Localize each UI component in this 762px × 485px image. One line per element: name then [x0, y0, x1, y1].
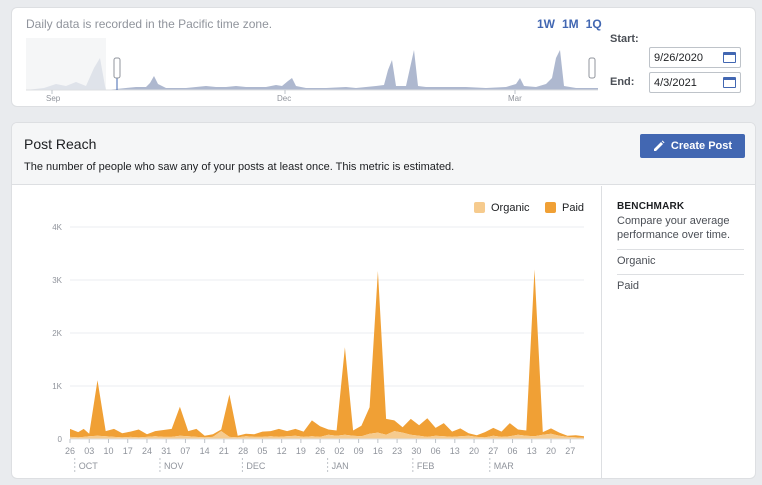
benchmark-item-paid[interactable]: Paid	[617, 280, 640, 292]
x-tick-label: 13	[527, 446, 537, 456]
x-tick-label: 26	[315, 446, 325, 456]
overview-timeline[interactable]: Sep Dec Mar	[26, 38, 598, 103]
post-reach-chart: 0 1K 2K 3K 4K 26 03 10 17 24 31 07 14 21 28 05 12 19 26 02 0…	[52, 202, 584, 473]
range-button-1w[interactable]: 1W	[537, 17, 555, 31]
legend-swatch-organic	[474, 202, 485, 213]
create-post-label: Create Post	[670, 140, 733, 152]
post-reach-header: Post Reach The number of people who saw …	[12, 123, 755, 185]
benchmark-item-organic[interactable]: Organic	[617, 255, 656, 267]
month-label: OCT	[79, 461, 99, 471]
benchmark-title: BENCHMARK	[617, 201, 685, 212]
pencil-icon	[653, 140, 665, 151]
x-tick-label: 19	[296, 446, 306, 456]
timeline-unselected-area	[26, 58, 106, 90]
post-reach-title: Post Reach	[24, 136, 97, 152]
timeline-end-handle[interactable]	[588, 57, 596, 79]
benchmark-divider	[617, 274, 744, 275]
y-tick-label: 4K	[52, 223, 62, 232]
series-area-paid	[70, 269, 584, 438]
x-tick-label: 21	[219, 446, 229, 456]
end-label: End:	[610, 76, 635, 88]
x-tick-label: 28	[238, 446, 248, 456]
chart-legend[interactable]: Organic Paid	[474, 202, 584, 214]
x-tick-label: 06	[508, 446, 518, 456]
post-reach-card: Post Reach The number of people who saw …	[11, 122, 756, 479]
month-label: NOV	[164, 461, 184, 471]
calendar-icon[interactable]	[723, 52, 736, 63]
timeline-selected-area	[106, 50, 598, 90]
timeline-start-handle[interactable]	[113, 57, 121, 79]
start-label: Start:	[610, 33, 639, 45]
x-tick-label: 10	[103, 446, 113, 456]
series-area-organic	[70, 431, 584, 439]
timeline-label-mar: Mar	[508, 94, 522, 103]
timeline-label-sep: Sep	[46, 94, 61, 103]
x-tick-label: 16	[373, 446, 383, 456]
x-tick-label: 23	[392, 446, 402, 456]
x-tick-label: 12	[277, 446, 287, 456]
range-buttons: 1W 1M 1Q	[537, 17, 602, 31]
y-tick-label: 2K	[52, 329, 62, 338]
x-tick-label: 02	[334, 446, 344, 456]
range-button-1q[interactable]: 1Q	[585, 17, 602, 31]
x-tick-label: 05	[257, 446, 267, 456]
x-tick-label: 03	[84, 446, 94, 456]
legend-swatch-paid	[545, 202, 556, 213]
timeline-label-dec: Dec	[277, 94, 291, 103]
y-tick-label: 0	[58, 435, 63, 444]
chart-grid	[70, 226, 584, 440]
y-tick-label: 3K	[52, 276, 62, 285]
x-tick-label: 07	[180, 446, 190, 456]
x-tick-label: 27	[488, 446, 498, 456]
range-button-1m[interactable]: 1M	[562, 17, 579, 31]
x-tick-label: 09	[354, 446, 364, 456]
x-tick-label: 27	[565, 446, 575, 456]
x-tick-label: 31	[161, 446, 171, 456]
month-label: FEB	[417, 461, 435, 471]
benchmark-divider	[617, 249, 744, 250]
x-tick-label: 20	[469, 446, 479, 456]
x-tick-label: 17	[123, 446, 133, 456]
x-tick-label: 30	[411, 446, 421, 456]
start-date-input[interactable]	[650, 48, 718, 68]
x-tick-label: 06	[431, 446, 441, 456]
calendar-icon[interactable]	[723, 77, 736, 88]
end-date-input[interactable]	[650, 73, 718, 93]
date-range-panel: Daily data is recorded in the Pacific ti…	[11, 7, 756, 107]
start-date-field[interactable]	[649, 47, 741, 68]
chart-areas	[70, 269, 584, 439]
create-post-button[interactable]: Create Post	[640, 134, 745, 158]
x-tick-label: 13	[450, 446, 460, 456]
post-reach-description: The number of people who saw any of your…	[24, 161, 455, 173]
legend-label-paid: Paid	[562, 202, 584, 214]
x-tick-label: 24	[142, 446, 152, 456]
timezone-note: Daily data is recorded in the Pacific ti…	[26, 17, 273, 31]
month-label: JAN	[332, 461, 349, 471]
end-date-field[interactable]	[649, 72, 741, 93]
y-tick-label: 1K	[52, 382, 62, 391]
x-tick-label: 14	[200, 446, 210, 456]
benchmark-description: Compare your average performance over ti…	[617, 215, 731, 241]
month-label: DEC	[246, 461, 266, 471]
chart-axes: 0 1K 2K 3K 4K 26 03 10 17 24 31 07 14 21 28 05 12 19 26 02 0…	[52, 223, 584, 473]
legend-label-organic: Organic	[491, 202, 530, 214]
benchmark-panel: BENCHMARK Compare your average performan…	[601, 186, 755, 478]
x-tick-label: 26	[65, 446, 75, 456]
x-tick-label: 20	[546, 446, 556, 456]
month-label: MAR	[494, 461, 515, 471]
